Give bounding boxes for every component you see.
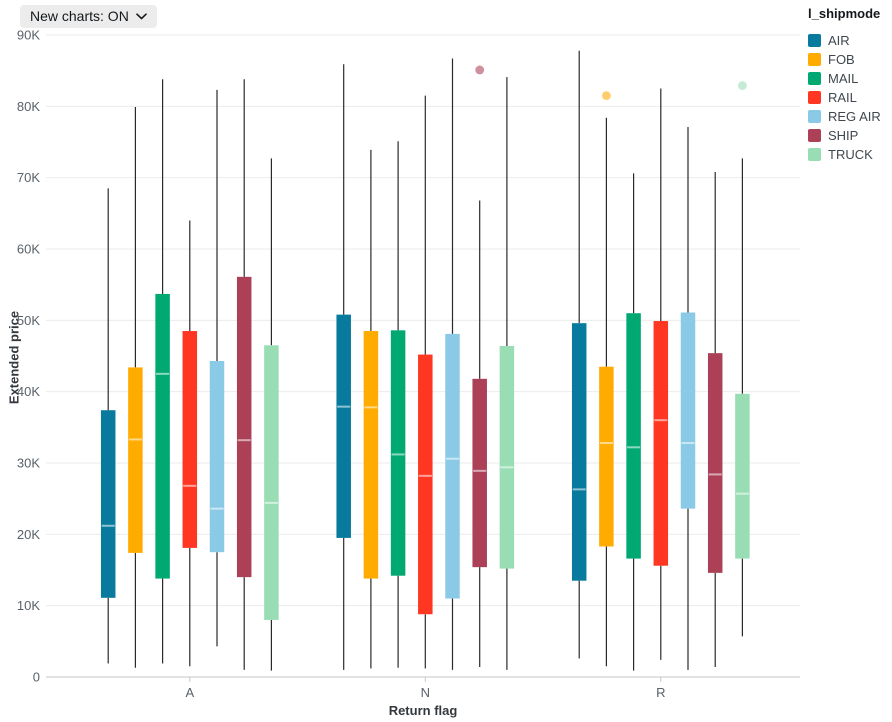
- box-rect: [707, 353, 723, 573]
- box-RAIL-A: [182, 220, 198, 667]
- legend-item-SHIP[interactable]: SHIP: [808, 126, 881, 145]
- box-rect: [182, 331, 198, 548]
- outlier-point: [475, 65, 485, 75]
- box-rect: [363, 331, 379, 579]
- box-AIR-R: [571, 50, 587, 659]
- legend-item-REG-AIR[interactable]: REG AIR: [808, 107, 881, 126]
- y-tick-label: 80K: [17, 99, 40, 114]
- x-tick-label: A: [185, 685, 194, 700]
- y-tick-label: 60K: [17, 242, 40, 257]
- box-TRUCK-R: [735, 81, 750, 637]
- y-tick-label: 20K: [17, 527, 40, 542]
- y-tick-label: 0: [33, 670, 40, 685]
- new-charts-toggle[interactable]: New charts: ON: [20, 5, 157, 28]
- box-AIR-N: [336, 64, 351, 670]
- box-rect: [418, 354, 433, 615]
- legend: l_shipmode AIR FOB MAIL RAIL REG AIR SHIP TRUC…: [808, 6, 881, 164]
- legend-item-MAIL[interactable]: MAIL: [808, 69, 881, 88]
- box-TRUCK-N: [499, 77, 515, 670]
- y-tick-label: 50K: [17, 313, 40, 328]
- box-MAIL-R: [626, 173, 641, 671]
- box-rect: [390, 330, 406, 576]
- box-RAIL-R: [653, 88, 669, 660]
- legend-item-label: AIR: [828, 33, 850, 48]
- legend-item-label: TRUCK: [828, 147, 873, 162]
- legend-item-label: RAIL: [828, 90, 857, 105]
- box-rect: [336, 314, 351, 538]
- y-axis-title: Extended price: [6, 310, 22, 405]
- box-rect: [100, 410, 116, 598]
- box-rect: [264, 345, 279, 620]
- box-rect: [653, 321, 669, 566]
- legend-swatch-icon: [808, 129, 821, 142]
- box-RAIL-N: [418, 95, 433, 669]
- x-tick-label: N: [421, 685, 430, 700]
- legend-swatch-icon: [808, 72, 821, 85]
- outlier-point: [602, 91, 611, 101]
- legend-items: AIR FOB MAIL RAIL REG AIR SHIP TRUCK: [808, 31, 881, 164]
- box-rect: [499, 346, 515, 569]
- box-REG-AIR-A: [209, 89, 225, 647]
- legend-swatch-icon: [808, 148, 821, 161]
- box-rect: [445, 333, 460, 599]
- outlier-point: [738, 81, 747, 91]
- legend-item-label: MAIL: [828, 71, 859, 86]
- legend-swatch-icon: [808, 34, 821, 47]
- legend-item-TRUCK[interactable]: TRUCK: [808, 145, 881, 164]
- legend-item-RAIL[interactable]: RAIL: [808, 88, 881, 107]
- box-rect: [128, 367, 143, 553]
- y-tick-label: 30K: [17, 456, 40, 471]
- box-TRUCK-A: [264, 158, 279, 671]
- y-tick-label: 70K: [17, 170, 40, 185]
- box-rect: [599, 366, 614, 547]
- box-rect: [571, 323, 587, 581]
- box-rect: [155, 293, 170, 579]
- box-rect: [472, 378, 487, 568]
- box-SHIP-A: [236, 79, 252, 670]
- y-tick-label: 90K: [17, 28, 40, 43]
- box-SHIP-N: [472, 65, 487, 668]
- box-rect: [735, 393, 750, 559]
- y-tick-label: 10K: [17, 598, 40, 613]
- new-charts-toggle-label: New charts: ON: [30, 8, 129, 24]
- x-axis-title: Return flag: [388, 703, 458, 718]
- x-tick-label: R: [656, 685, 665, 700]
- legend-item-FOB[interactable]: FOB: [808, 50, 881, 69]
- box-FOB-N: [363, 149, 379, 669]
- chevron-down-icon: [136, 12, 147, 20]
- legend-swatch-icon: [808, 53, 821, 66]
- legend-item-AIR[interactable]: AIR: [808, 31, 881, 50]
- box-FOB-R: [599, 91, 614, 667]
- box-rect: [626, 313, 641, 559]
- box-FOB-A: [128, 107, 143, 668]
- box-SHIP-R: [707, 171, 723, 668]
- box-MAIL-A: [155, 79, 170, 664]
- legend-item-label: SHIP: [828, 128, 859, 143]
- legend-title: l_shipmode: [808, 6, 881, 21]
- legend-swatch-icon: [808, 110, 821, 123]
- box-MAIL-N: [390, 141, 406, 668]
- box-REG-AIR-R: [680, 127, 696, 670]
- y-tick-label: 40K: [17, 384, 40, 399]
- legend-item-label: REG AIR: [828, 109, 881, 124]
- box-AIR-A: [100, 188, 116, 664]
- box-rect: [209, 360, 225, 553]
- box-rect: [236, 276, 252, 578]
- legend-swatch-icon: [808, 91, 821, 104]
- box-rect: [680, 312, 696, 509]
- box-REG-AIR-N: [445, 58, 460, 670]
- legend-item-label: FOB: [828, 52, 855, 67]
